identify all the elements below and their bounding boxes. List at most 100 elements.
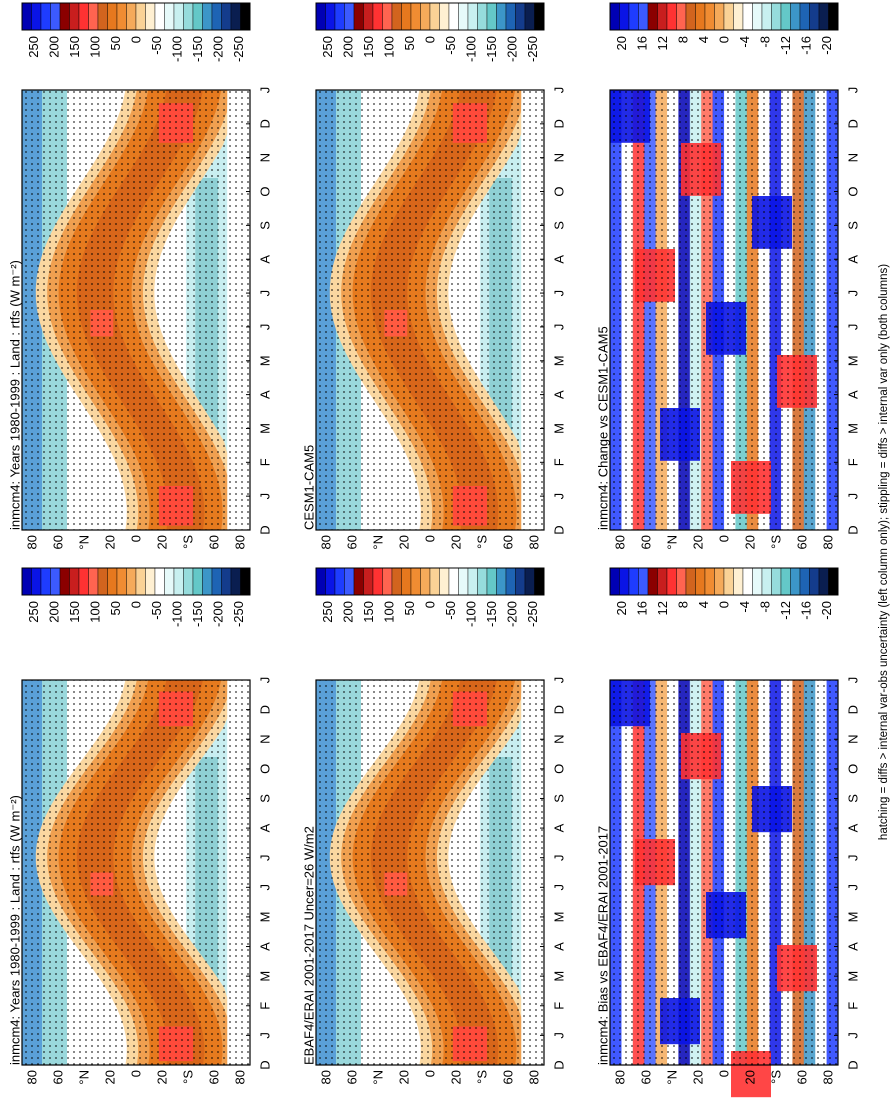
month-label: D [258,525,273,534]
colorbar-cell [818,2,829,31]
stipple [22,90,250,530]
lat-label: 60 [795,1070,810,1084]
month-label: O [258,186,273,196]
colorbar-label: -200 [211,36,226,62]
colorbar-cell [116,567,127,596]
colorbar-label: 4 [696,36,711,43]
colorbar-cell [486,567,497,596]
colorbar-cell [666,2,677,31]
colorbar-cell [145,567,156,596]
colorbar-label: 200 [340,36,355,58]
month-label: J [552,854,567,861]
month-label: J [258,1032,273,1039]
colorbar-cell [420,2,431,31]
lat-label: 20 [691,1070,706,1084]
colorbar-cell [21,567,32,596]
colorbar-cell [344,567,355,596]
colorbar-label: 100 [381,601,396,623]
lat-label: 60 [639,535,654,549]
colorbar-cell [401,567,412,596]
colorbar-cell [69,2,80,31]
lat-label: 60 [795,535,810,549]
colorbar-cell [154,567,165,596]
colorbar-cell [619,2,630,31]
colorbar-cell [458,2,469,31]
lat-label: 80 [527,1070,542,1084]
month-label: J [846,677,861,684]
colorbar-frame [21,567,251,596]
panel: 250 200 150 100 50 0 -50 -100 -150 -200 -250inmcm4… [8,567,273,1085]
colorbar-cell [695,2,706,31]
colorbar-label: 12 [655,36,670,50]
colorbar-cell [107,2,118,31]
lat-label: 80 [233,1070,248,1084]
month-label: M [258,355,273,366]
colorbar-frame [21,2,251,31]
colorbar-label: -250 [231,601,246,627]
lat-label: 60 [639,1070,654,1084]
colorbar-cell [97,2,108,31]
month-label: S [846,794,861,803]
lat-label: °N [371,535,386,550]
colorbar-cell [676,2,687,31]
colorbar-cell [315,567,326,596]
lat-label: 80 [821,535,836,549]
colorbar-cell [809,2,820,31]
colorbar-cell [88,2,99,31]
colorbar-cell [439,2,450,31]
lat-label: 80 [25,1070,40,1084]
colorbar-label: 200 [340,601,355,623]
month-label: O [258,764,273,774]
colorbar-cell [723,2,734,31]
colorbar-cell [761,2,772,31]
month-label: N [258,735,273,744]
colorbar-cell [230,567,241,596]
colorbar-label: -150 [190,601,205,627]
colorbar-cell [638,2,649,31]
colorbar-cell [126,567,137,596]
colorbar-cell [154,2,165,31]
month-label: D [846,1060,861,1069]
month-label: D [258,705,273,714]
month-label: S [846,221,861,230]
colorbar-cell [88,567,99,596]
month-label: J [846,324,861,331]
month-label: N [552,735,567,744]
colorbar-cell [818,567,829,596]
lat-label: 80 [613,1070,628,1084]
month-label: A [552,942,567,951]
colorbar-cell [410,567,421,596]
colorbar-cell [69,567,80,596]
lat-label: 20 [103,1070,118,1084]
colorbar-cell [657,567,668,596]
colorbar-label: -50 [149,601,164,620]
colorbar-label: 16 [634,601,649,615]
month-label: S [258,794,273,803]
colorbar-cell [477,2,488,31]
colorbar-cell [183,567,194,596]
colorbar-cell [609,2,620,31]
plot-frame [609,679,839,1066]
lat-label: °S [475,1070,490,1084]
month-label: J [258,854,273,861]
month-label: S [258,221,273,230]
colorbar-cell [230,2,241,31]
month-label: A [258,390,273,399]
colorbar-cell [752,2,763,31]
colorbar-cell [240,2,251,31]
colorbar-cell [429,567,440,596]
stipple [316,90,544,530]
colorbar-label: -50 [149,36,164,55]
colorbar-label: -100 [464,601,479,627]
colorbar-cell [714,2,725,31]
colorbar-label: -4 [737,601,752,613]
month-label: J [846,1032,861,1039]
month-label: O [846,764,861,774]
month-label: J [258,493,273,500]
month-label: A [258,255,273,264]
colorbar-label: 50 [402,601,417,615]
colorbar-cell [496,2,507,31]
colorbar-cell [685,2,696,31]
month-label: F [552,1002,567,1010]
